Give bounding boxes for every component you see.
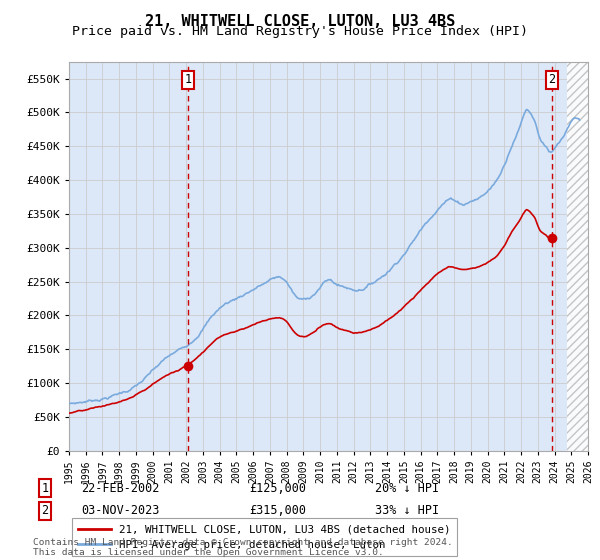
Text: 1: 1 [41, 482, 49, 495]
Legend: 21, WHITWELL CLOSE, LUTON, LU3 4BS (detached house), HPI: Average price, detache: 21, WHITWELL CLOSE, LUTON, LU3 4BS (deta… [72, 519, 457, 556]
Text: Contains HM Land Registry data © Crown copyright and database right 2024.
This d: Contains HM Land Registry data © Crown c… [33, 538, 453, 557]
Bar [567, 62, 588, 451]
Text: 1: 1 [185, 73, 192, 86]
Text: £315,000: £315,000 [249, 504, 306, 517]
Text: 03-NOV-2023: 03-NOV-2023 [81, 504, 160, 517]
Text: 2: 2 [548, 73, 556, 86]
Text: £125,000: £125,000 [249, 482, 306, 495]
Text: 2: 2 [41, 504, 49, 517]
Text: Price paid vs. HM Land Registry's House Price Index (HPI): Price paid vs. HM Land Registry's House … [72, 25, 528, 38]
Text: 20% ↓ HPI: 20% ↓ HPI [375, 482, 439, 495]
Text: 22-FEB-2002: 22-FEB-2002 [81, 482, 160, 495]
Text: 33% ↓ HPI: 33% ↓ HPI [375, 504, 439, 517]
Text: 21, WHITWELL CLOSE, LUTON, LU3 4BS: 21, WHITWELL CLOSE, LUTON, LU3 4BS [145, 14, 455, 29]
